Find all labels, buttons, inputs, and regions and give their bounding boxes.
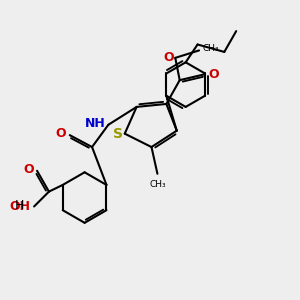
Text: O: O [163, 51, 174, 64]
Text: NH: NH [85, 117, 105, 130]
Text: O: O [208, 68, 219, 81]
Text: S: S [113, 127, 123, 141]
Text: OH: OH [10, 200, 31, 213]
Text: CH₃: CH₃ [149, 180, 166, 189]
Text: CH₃: CH₃ [202, 44, 219, 53]
Text: H: H [14, 199, 24, 212]
Text: O: O [56, 127, 66, 140]
Text: O: O [23, 163, 34, 176]
